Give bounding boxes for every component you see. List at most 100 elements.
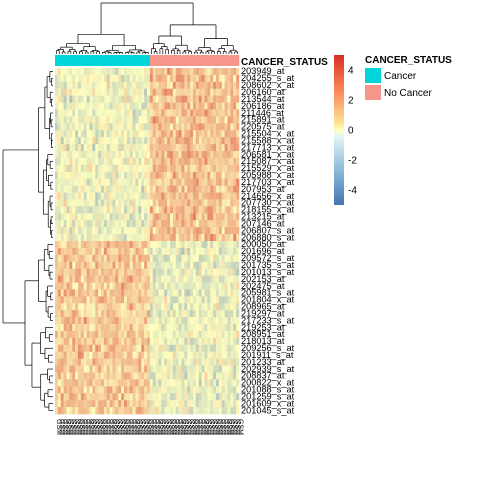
heatmap-cell xyxy=(63,144,67,152)
heatmap-cell xyxy=(129,261,133,269)
heatmap-cell xyxy=(181,213,185,221)
heatmap-cell xyxy=(172,68,177,76)
heatmap-cell xyxy=(80,324,85,332)
heatmap-cell xyxy=(175,102,179,110)
heatmap-cell xyxy=(95,351,99,359)
heatmap-cell xyxy=(86,393,90,401)
heatmap-cell xyxy=(181,372,185,380)
heatmap-cell xyxy=(141,130,145,138)
heatmap-cell xyxy=(78,379,82,387)
heatmap-cell xyxy=(230,81,234,90)
heatmap-cell xyxy=(147,386,151,394)
heatmap-cell xyxy=(138,123,142,131)
heatmap-cell xyxy=(109,116,113,124)
heatmap-cell xyxy=(103,213,108,221)
heatmap-cell xyxy=(86,88,90,96)
heatmap-cell xyxy=(72,144,76,152)
heatmap-cell xyxy=(92,81,96,90)
heatmap-cell xyxy=(221,206,225,214)
heatmap-cell xyxy=(124,151,128,159)
heatmap-cell xyxy=(178,206,182,214)
heatmap-cell xyxy=(213,400,217,408)
heatmap-cell xyxy=(190,102,194,110)
column-label: GSM xyxy=(58,419,65,435)
heatmap-cell xyxy=(184,261,188,269)
heatmap-cell xyxy=(170,303,174,311)
heatmap-cell xyxy=(193,234,197,242)
heatmap-cell xyxy=(129,171,133,180)
heatmap-cell xyxy=(66,199,70,207)
heatmap-cell xyxy=(164,275,168,283)
heatmap-cell xyxy=(89,227,93,235)
heatmap-cell xyxy=(101,351,105,359)
heatmap-cell xyxy=(175,171,179,180)
heatmap-cell xyxy=(230,227,234,235)
heatmap-cell xyxy=(132,379,136,387)
heatmap-cell xyxy=(112,109,116,117)
heatmap-cell xyxy=(218,199,223,207)
heatmap-cell xyxy=(98,254,102,263)
heatmap-cell xyxy=(135,178,139,186)
heatmap-cell xyxy=(230,185,234,193)
heatmap-cell xyxy=(216,254,220,263)
heatmap-cell xyxy=(227,393,231,401)
heatmap-cell xyxy=(236,407,240,415)
heatmap-cell xyxy=(236,254,240,263)
heatmap-cell xyxy=(109,185,113,193)
annotation-cell-cancer xyxy=(55,55,59,66)
annotation-cell-cancer xyxy=(147,55,151,66)
heatmap-cell xyxy=(78,137,82,145)
heatmap-cell xyxy=(92,151,96,159)
heatmap-cell xyxy=(124,95,128,103)
heatmap-cell xyxy=(164,123,168,131)
heatmap-cell xyxy=(210,88,214,96)
heatmap-cell xyxy=(141,109,145,117)
heatmap-cell xyxy=(83,241,87,249)
heatmap-cell xyxy=(233,123,237,131)
heatmap-cell xyxy=(129,74,133,83)
heatmap-cell xyxy=(89,296,93,304)
annotation-cell-no-cancer xyxy=(210,55,214,66)
heatmap-cell xyxy=(112,123,116,131)
row-label: 206160_at xyxy=(241,87,285,97)
heatmap-cell xyxy=(69,199,73,207)
heatmap-cell xyxy=(92,137,96,145)
heatmap-cell xyxy=(172,220,177,228)
heatmap-cell xyxy=(207,157,211,166)
heatmap-cell xyxy=(198,130,202,138)
heatmap-cell xyxy=(224,358,228,366)
heatmap-cell xyxy=(207,74,211,83)
heatmap-cell xyxy=(55,206,59,214)
heatmap-cell xyxy=(213,261,217,269)
heatmap-cell xyxy=(129,330,133,339)
heatmap-cell xyxy=(129,81,133,90)
heatmap-cell xyxy=(221,365,225,373)
heatmap-cell xyxy=(126,324,131,332)
heatmap-cell xyxy=(195,261,200,269)
heatmap-cell xyxy=(184,137,188,145)
heatmap-cell xyxy=(112,400,116,408)
heatmap-cell xyxy=(69,192,73,200)
heatmap-cell xyxy=(55,227,59,235)
heatmap-cell xyxy=(172,213,177,221)
heatmap-cell xyxy=(152,178,156,186)
heatmap-cell xyxy=(57,358,62,366)
heatmap-cell xyxy=(132,151,136,159)
heatmap-cell xyxy=(80,206,85,214)
heatmap-cell xyxy=(161,330,165,339)
heatmap-cell xyxy=(103,206,108,214)
heatmap-cell xyxy=(129,116,133,124)
heatmap-cell xyxy=(121,109,125,117)
heatmap-cell xyxy=(106,379,110,387)
heatmap-cell xyxy=(175,330,179,339)
heatmap-cell xyxy=(115,407,119,415)
heatmap-cell xyxy=(172,344,177,353)
heatmap-cell xyxy=(135,358,139,366)
heatmap-cell xyxy=(210,317,214,325)
heatmap-cell xyxy=(126,241,131,249)
heatmap-cell xyxy=(158,317,162,325)
heatmap-cell xyxy=(230,254,234,263)
heatmap-cell xyxy=(210,358,214,366)
heatmap-cell xyxy=(227,164,231,173)
heatmap-cell xyxy=(115,116,119,124)
